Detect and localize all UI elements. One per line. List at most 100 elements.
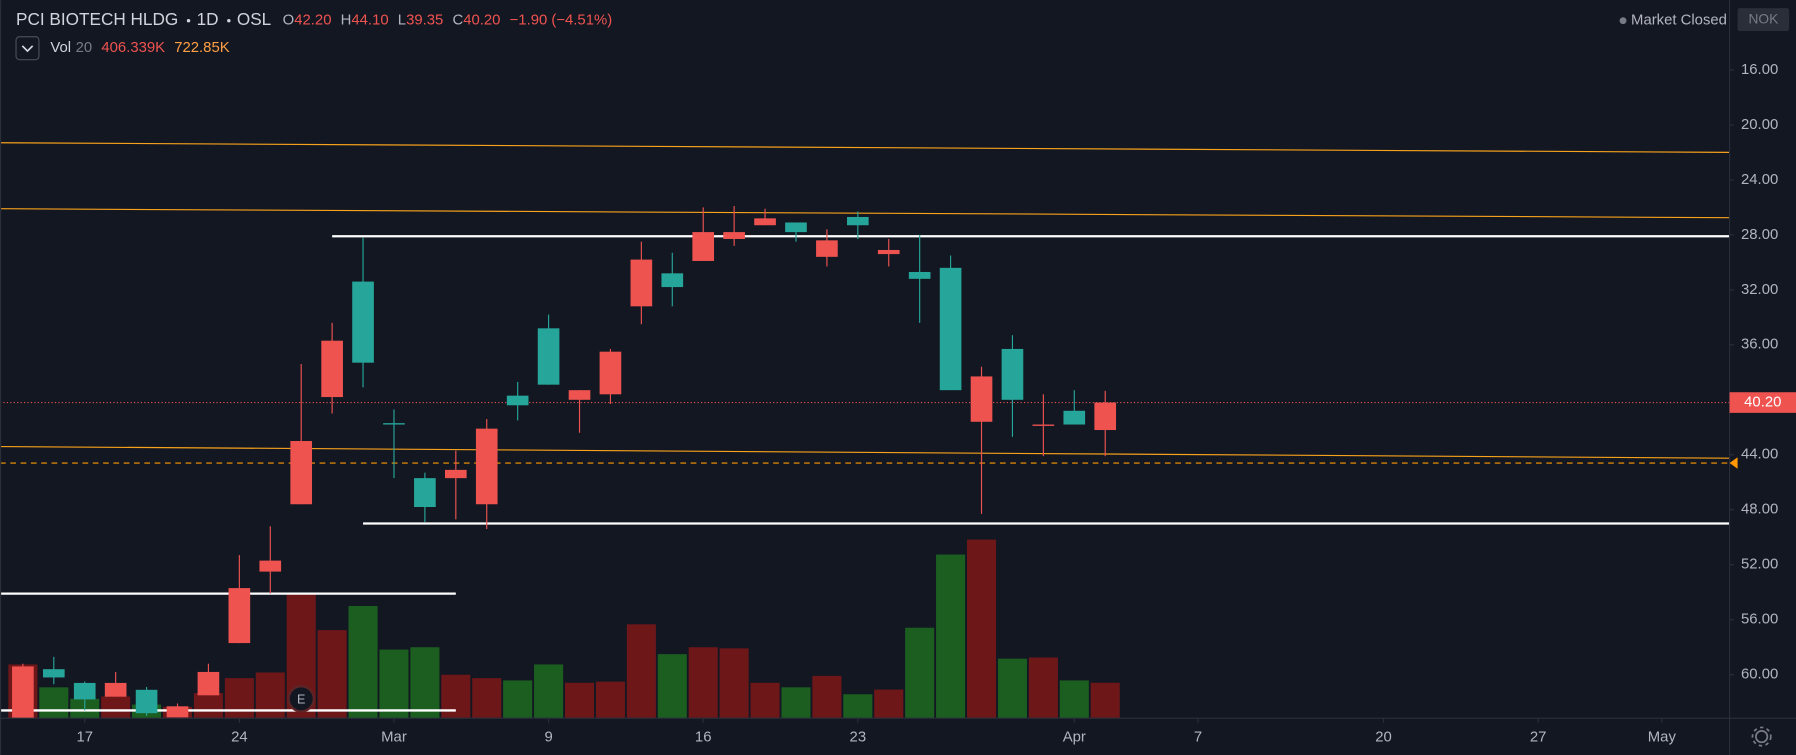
volume-bar	[193, 693, 223, 719]
candle-body	[506, 395, 529, 406]
candle-body	[321, 340, 343, 398]
volume-bar	[688, 647, 718, 719]
y-tick-label: 28.00	[1741, 227, 1778, 243]
candle-body	[599, 351, 622, 395]
x-tick-label: Mar	[381, 730, 407, 746]
candle-body	[228, 588, 251, 644]
candle-body	[785, 222, 807, 233]
candle-body	[414, 478, 436, 507]
legend: PCI BIOTECH HLDG 1D OSL O 42.20 H 44.10 L 39.35 C…	[16, 9, 612, 56]
volume-bar	[936, 554, 966, 719]
trend-line	[0, 142, 1730, 153]
candle-body	[12, 666, 34, 719]
plot-area: E	[0, 142, 1730, 719]
chevron-icon	[21, 45, 34, 53]
volume-bar	[1028, 657, 1058, 719]
volume-bar	[874, 689, 904, 719]
ohlc-label: L	[398, 13, 406, 29]
ohlc-value: 40.20	[463, 13, 500, 29]
ohlc-label: O	[283, 13, 295, 29]
exchange: OSL	[237, 9, 271, 29]
candle-body	[970, 376, 993, 422]
separator-dot	[227, 18, 231, 23]
candle-body	[1094, 402, 1117, 431]
volume-bar	[1090, 682, 1120, 719]
volume-bar	[966, 539, 997, 719]
symbol: PCI BIOTECH HLDG	[16, 9, 178, 29]
candle-body	[197, 671, 220, 696]
y-tick-label: 52.00	[1741, 557, 1778, 573]
candle-body	[661, 273, 684, 288]
candle-body	[1032, 424, 1055, 426]
y-tick-label: 24.00	[1741, 172, 1778, 188]
candle-body	[568, 390, 591, 400]
separator-dot	[186, 18, 191, 23]
volume-label: Vol	[50, 40, 71, 56]
x-tick-label: Apr	[1063, 730, 1086, 746]
currency-badge	[1737, 8, 1790, 32]
market-status: Market Closed	[1631, 13, 1727, 29]
settings-button[interactable]	[1751, 726, 1772, 747]
volume-bar	[317, 630, 347, 719]
candle-body	[723, 232, 745, 239]
x-tick-label: 24	[231, 730, 248, 746]
interval: 1D	[197, 9, 219, 29]
candle-body	[630, 259, 653, 307]
candle-body	[135, 689, 158, 714]
y-tick-label: 36.00	[1741, 337, 1778, 353]
y-tick-label: 48.00	[1741, 502, 1778, 518]
event-label: E	[297, 692, 305, 706]
candle-body	[383, 423, 405, 425]
x-tick-label: 17	[76, 730, 93, 746]
x-tick-label: May	[1648, 730, 1677, 746]
axes: 16.0020.0024.0028.0032.0036.0040.0044.00…	[76, 62, 1796, 746]
volume-bar	[39, 687, 69, 719]
volume-bar	[626, 624, 656, 719]
collapse-button[interactable]	[15, 36, 40, 61]
volume-bar	[472, 678, 502, 719]
y-tick-label: 56.00	[1741, 612, 1778, 628]
ohlc-label: H	[341, 13, 352, 29]
volume-bar	[101, 696, 131, 719]
volume-bar	[812, 675, 842, 719]
candle-body	[939, 267, 962, 391]
volume-bar	[224, 678, 254, 719]
candle-body	[908, 271, 931, 279]
volume-bar	[905, 627, 935, 719]
x-tick-label: 16	[695, 730, 712, 746]
event-marker	[287, 685, 315, 713]
volume-bar	[657, 654, 687, 719]
candle-body	[754, 218, 776, 226]
candle-body	[259, 560, 282, 572]
trend-line	[0, 208, 1730, 219]
price-label: 40.20	[1744, 394, 1781, 410]
x-tick-label: 9	[544, 730, 552, 746]
alert-marker	[1729, 457, 1738, 469]
price-label-box	[1729, 392, 1796, 413]
candle-body	[877, 249, 900, 255]
y-tick-label: 44.00	[1741, 447, 1778, 463]
volume-bar	[441, 674, 471, 719]
y-tick-label: 16.00	[1741, 62, 1778, 78]
change: −1.90 (−4.51%)	[510, 13, 613, 29]
candle-body	[537, 328, 560, 385]
candle-body	[1001, 348, 1024, 400]
volume-bar	[781, 687, 811, 719]
ohlc-label: C	[452, 13, 463, 29]
volume-bar	[997, 658, 1027, 719]
y-tick-label: 60.00	[1741, 667, 1778, 683]
candle-body	[73, 682, 96, 700]
candle-body	[847, 216, 869, 226]
y-tick-label: 32.00	[1741, 282, 1778, 298]
x-tick-label: 20	[1375, 730, 1392, 746]
volume-bar	[564, 682, 595, 719]
candle-body	[166, 706, 189, 718]
candle-body	[42, 669, 65, 678]
volume-bar	[348, 605, 378, 719]
candle-body	[1063, 410, 1086, 425]
volume-bar	[719, 648, 749, 719]
ohlc-value: 42.20	[294, 13, 331, 29]
candle-body	[290, 441, 313, 505]
